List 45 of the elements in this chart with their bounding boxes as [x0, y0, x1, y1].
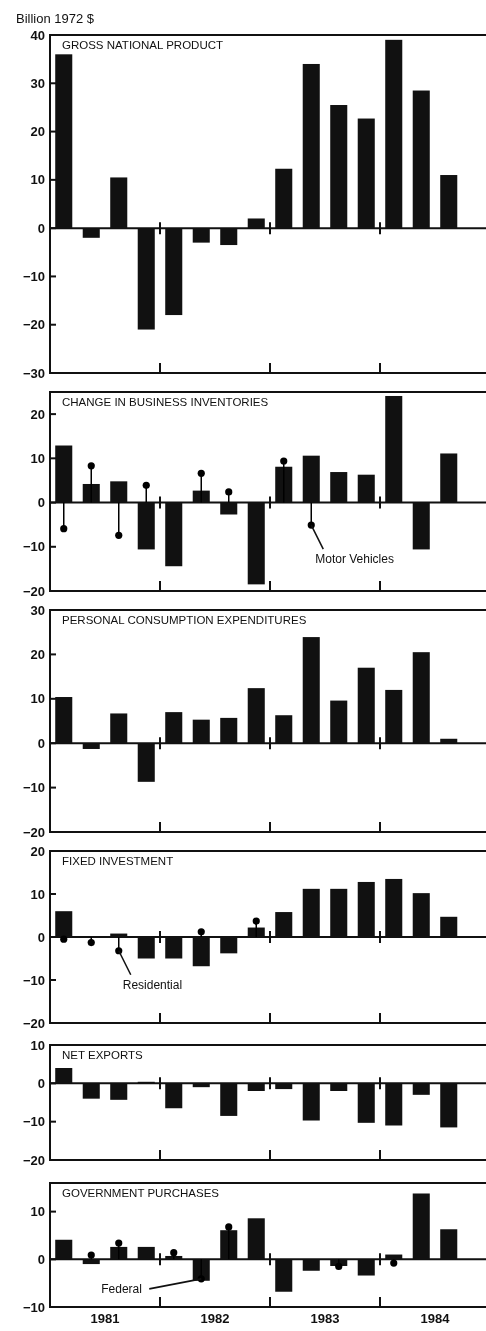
y-tick-label: 0	[37, 1075, 45, 1091]
y-tick-label: −20	[22, 1015, 45, 1031]
y-tick-label: −10	[22, 972, 45, 988]
annotation: Motor Vehicles	[315, 552, 394, 567]
y-tick-label: 30	[30, 75, 45, 91]
y-tick-label: −20	[22, 824, 45, 840]
x-tick-label: 1981	[90, 1311, 120, 1326]
y-tick-label: −20	[22, 1152, 45, 1168]
y-tick-label: 10	[30, 1204, 45, 1220]
y-axis-title: Billion 1972 $	[16, 11, 95, 26]
y-tick-label: 20	[30, 843, 45, 859]
chart-title: FIXED INVESTMENT	[62, 855, 174, 867]
y-tick-label: 20	[30, 406, 45, 422]
y-tick-label: −10	[22, 268, 45, 284]
y-tick-label: 0	[37, 220, 45, 236]
y-tick-label: −20	[22, 317, 45, 333]
annotation: Residential	[122, 977, 183, 992]
y-tick-label: 10	[30, 172, 45, 188]
x-tick-label: 1984	[420, 1311, 451, 1326]
chart-title: CHANGE IN BUSINESS INVENTORIES	[62, 396, 269, 408]
annotation: Federal	[101, 1281, 142, 1296]
y-tick-label: −10	[22, 780, 45, 796]
y-tick-label: 0	[37, 929, 45, 945]
y-tick-label: 10	[30, 886, 45, 902]
y-tick-label: 10	[30, 691, 45, 707]
y-tick-label: 0	[37, 495, 45, 511]
x-tick-label: 1983	[310, 1311, 340, 1326]
y-tick-label: 0	[37, 735, 45, 751]
y-tick-label: −30	[22, 365, 45, 381]
y-tick-label: 10	[30, 1037, 45, 1053]
y-tick-label: 30	[30, 602, 45, 618]
y-tick-label: 10	[30, 450, 45, 466]
chart-title: NET EXPORTS	[62, 1049, 144, 1061]
x-tick-label: 1982	[200, 1311, 230, 1326]
y-tick-label: −10	[22, 1114, 45, 1130]
y-tick-label: −10	[22, 539, 45, 555]
chart-title: PERSONAL CONSUMPTION EXPENDITURES	[62, 614, 307, 626]
chart-title: GOVERNMENT PURCHASES	[62, 1187, 220, 1199]
y-tick-label: 0	[37, 1251, 45, 1267]
y-tick-label: −10	[22, 1299, 45, 1315]
y-tick-label: 20	[30, 646, 45, 662]
y-tick-label: −20	[22, 583, 45, 599]
y-tick-label: 20	[30, 124, 45, 140]
y-tick-label: 40	[30, 27, 45, 43]
chart-title: GROSS NATIONAL PRODUCT	[62, 39, 224, 51]
